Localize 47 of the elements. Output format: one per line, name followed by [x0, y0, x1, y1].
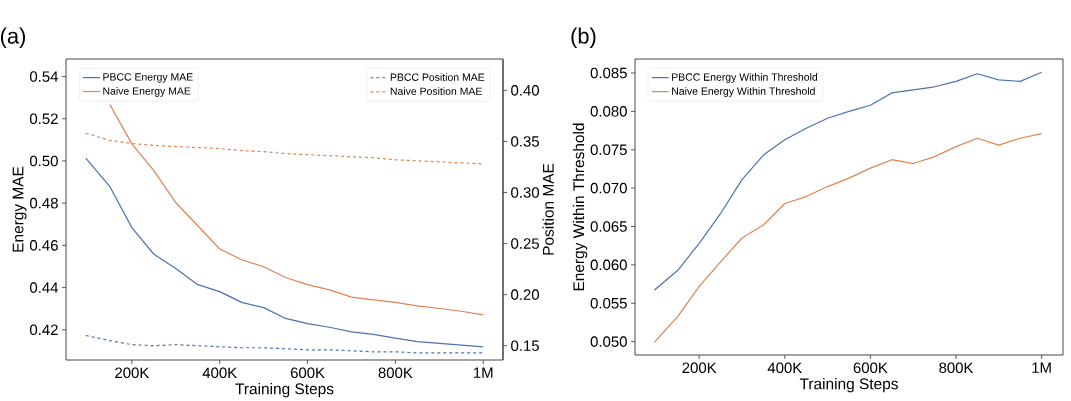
y-tick-label: 0.085 [590, 67, 627, 79]
y-tick-label: 0.060 [590, 259, 627, 271]
y2-tick-label: 0.40 [511, 85, 540, 96]
y2-tick-label: 0.25 [511, 238, 539, 249]
legend-label: Naive Energy MAE [103, 87, 191, 97]
x-tick-label: 600K [290, 367, 325, 379]
y2-tick-label: 0.15 [511, 340, 539, 351]
y2-tick-label: 0.30 [511, 187, 540, 198]
y-tick-label: 0.46 [29, 240, 58, 251]
y-tick-label: 0.52 [29, 113, 58, 125]
x-axis-title: Training Steps [235, 382, 334, 398]
y-tick-label: 0.50 [29, 155, 58, 167]
y-axis-title: Energy Within Threshold [572, 123, 588, 291]
y2-tick-label: 0.20 [511, 289, 540, 300]
y-tick-label: 0.075 [590, 144, 627, 156]
y-tick-label: 0.065 [590, 221, 627, 232]
x-tick-label: 400K [767, 362, 803, 374]
y-tick-label: 0.050 [590, 336, 627, 347]
y-tick-label: 0.055 [590, 297, 627, 309]
legend-label: PBCC Energy Within Threshold [672, 73, 818, 83]
legend-label: Naive Energy Within Threshold [672, 87, 815, 97]
legend-label: PBCC Energy MAE [103, 73, 193, 83]
x-tick-label: 200K [115, 367, 150, 379]
chart-title: (b) [571, 27, 596, 49]
y-tick-label: 0.080 [590, 106, 627, 117]
legend-label: PBCC Position MAE [390, 73, 485, 81]
x-tick-label: 800K [378, 367, 413, 379]
y-tick-label: 0.48 [29, 197, 58, 209]
y-tick-label: 0.42 [29, 324, 58, 336]
x-axis-title: Training Steps [799, 377, 898, 393]
y2-tick-label: 0.35 [511, 136, 539, 147]
line-series [85, 157, 484, 348]
y-tick-label: 0.54 [29, 71, 59, 82]
y-tick-label: 0.070 [590, 182, 627, 194]
x-tick-label: 200K [682, 362, 717, 374]
x-tick-label: 400K [202, 367, 237, 379]
x-tick-label: 600K [853, 362, 888, 374]
x-tick-label: 800K [939, 362, 974, 374]
y-tick-label: 0.44 [29, 282, 59, 293]
y-axis-title: Energy MAE [12, 166, 27, 252]
legend-label: Naive Position MAE [390, 87, 482, 95]
x-tick-label: 1M [1032, 362, 1051, 373]
line-series [653, 133, 1043, 344]
line-series [653, 71, 1043, 291]
x-tick-label: 1M [474, 367, 493, 378]
chart-title: (a) [0, 27, 26, 48]
y2-axis-title: Position MAE [542, 163, 554, 255]
